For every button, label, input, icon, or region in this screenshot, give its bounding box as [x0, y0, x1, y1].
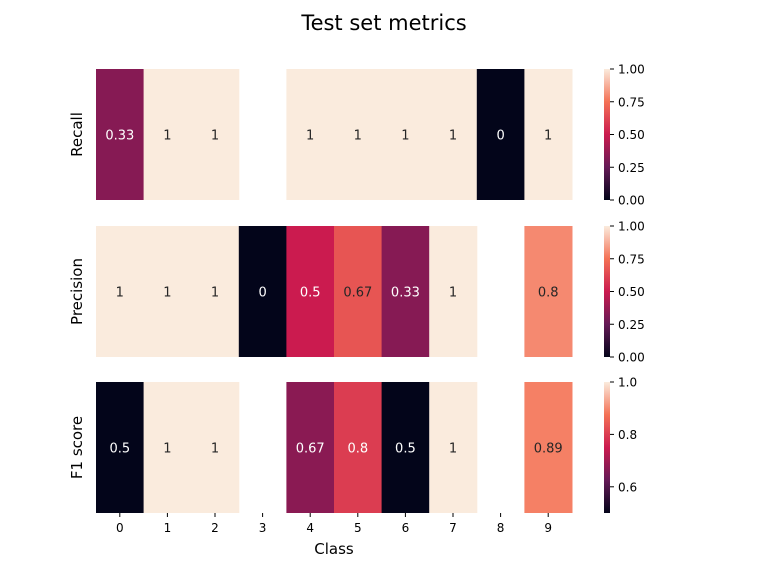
colorbar-tick-label: 0.00 — [618, 351, 645, 365]
cell-label: 1 — [163, 286, 171, 301]
cell-label: 1 — [354, 129, 362, 144]
y-axis-label: Precision — [68, 258, 86, 325]
cell-label: 1 — [306, 129, 314, 144]
colorbar-tick-label: 0.25 — [618, 318, 645, 332]
colorbar-tick-label: 0.50 — [618, 285, 645, 299]
cell-label: 1 — [449, 286, 457, 301]
cell-label: 0.67 — [343, 286, 372, 301]
cell-label: 1 — [449, 129, 457, 144]
heatmap-cell — [381, 69, 430, 200]
heatmap-cell — [334, 69, 383, 200]
heatmap-cell — [334, 382, 383, 513]
heatmap-cell — [143, 382, 192, 513]
cell-label: 0.8 — [538, 286, 559, 301]
cell-label: 0.89 — [534, 442, 563, 457]
heatmap-cell — [286, 382, 335, 513]
cell-label: 1 — [449, 442, 457, 457]
colorbar-tick-label: 0.50 — [618, 128, 645, 142]
heatmap-cell — [286, 226, 335, 357]
heatmap-cell — [286, 69, 335, 200]
heatmap-panel-2: 0.5 1 1 0.67 0.8 0.5 1 0.89 F1 score 0.6 0.8 1.0 — [68, 376, 637, 513]
heatmap-cell — [381, 226, 430, 357]
colorbar-tick-label: 0.00 — [618, 194, 645, 208]
heatmap-cell — [191, 226, 240, 357]
heatmap-cell — [238, 226, 287, 357]
heatmap-cell — [524, 382, 573, 513]
cell-label: 1 — [163, 129, 171, 144]
colorbar-tick-label: 0.6 — [618, 480, 637, 494]
heatmap-cell — [429, 382, 478, 513]
cell-label: 0 — [258, 286, 266, 301]
cell-label: 0.5 — [395, 442, 416, 457]
cell-label: 0.67 — [296, 442, 325, 457]
colorbar — [604, 69, 610, 200]
cell-label: 0.33 — [105, 129, 134, 144]
cell-label: 1 — [401, 129, 409, 144]
cell-label: 1 — [116, 286, 124, 301]
cell-label: 0.8 — [347, 442, 368, 457]
heatmap-cell — [191, 69, 240, 200]
x-tick-label: 1 — [164, 521, 172, 535]
colorbar-tick-label: 0.25 — [618, 161, 645, 175]
heatmap-cell — [476, 69, 525, 200]
heatmap-cell — [524, 69, 573, 200]
x-tick-label: 3 — [259, 521, 267, 535]
colorbar-tick-label: 1.00 — [618, 63, 645, 77]
cell-label: 1 — [544, 129, 552, 144]
heatmap-cell — [334, 226, 383, 357]
cell-label: 1 — [211, 442, 219, 457]
x-tick-label: 9 — [544, 521, 552, 535]
heatmap-cell — [143, 69, 192, 200]
heatmap-cell — [96, 69, 145, 200]
cell-label: 0.5 — [109, 442, 130, 457]
heatmap-cell — [96, 382, 145, 513]
cell-label: 0.5 — [300, 286, 321, 301]
x-tick-label: 2 — [211, 521, 219, 535]
heatmap-cell — [381, 382, 430, 513]
colorbar-tick-label: 0.75 — [618, 252, 645, 266]
x-tick-label: 0 — [116, 521, 124, 535]
heatmap-cell — [191, 382, 240, 513]
colorbar — [604, 382, 610, 513]
colorbar-tick-label: 1.0 — [618, 376, 637, 390]
colorbar — [604, 226, 610, 357]
heatmap-cell — [96, 226, 145, 357]
x-axis-label: Class — [314, 540, 354, 558]
cell-label: 1 — [211, 129, 219, 144]
cell-label: 0.33 — [391, 286, 420, 301]
colorbar-tick-label: 0.75 — [618, 95, 645, 109]
x-tick-label: 5 — [354, 521, 362, 535]
cell-label: 0 — [496, 129, 504, 144]
heatmap-panel-1: 1 1 1 0 0.5 0.67 0.33 1 0.8 Precision 0.00 0.25 0.50… — [68, 220, 645, 365]
cell-label: 1 — [163, 442, 171, 457]
heatmap-cell — [429, 69, 478, 200]
x-tick-label: 4 — [306, 521, 314, 535]
cell-label: 1 — [211, 286, 219, 301]
colorbar-tick-label: 0.8 — [618, 428, 637, 442]
y-axis-label: Recall — [68, 112, 86, 157]
colorbar-tick-label: 1.00 — [618, 220, 645, 234]
heatmap-cell — [143, 226, 192, 357]
x-tick-label: 8 — [497, 521, 505, 535]
heatmap-cell — [524, 226, 573, 357]
y-axis-label: F1 score — [68, 416, 86, 479]
heatmap-panel-0: 0.33 1 1 1 1 1 1 0 1 Recall 0.00 0.25 0.50 0.75 1.00 — [68, 63, 645, 208]
x-tick-label: 7 — [449, 521, 457, 535]
heatmap-cell — [429, 226, 478, 357]
chart-title: Test set metrics — [300, 11, 466, 35]
x-tick-label: 6 — [402, 521, 410, 535]
